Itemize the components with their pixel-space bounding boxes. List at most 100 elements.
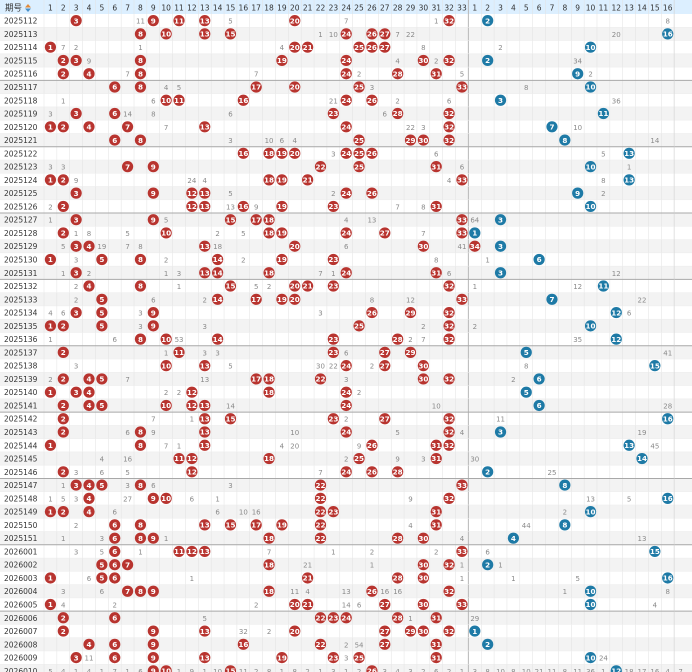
red-column-header: 5 [99, 4, 104, 13]
missing-count: 3 [344, 376, 348, 384]
red-ball [199, 200, 211, 213]
blue-column-header: 9 [575, 4, 580, 13]
red-ball-number: 13 [200, 268, 210, 277]
red-ball-number: 8 [138, 255, 143, 264]
red-ball-number: 20 [290, 83, 300, 92]
red-ball [289, 625, 301, 637]
period-label: 2025135 [4, 322, 38, 331]
missing-count: 6 [151, 296, 156, 304]
blue-ball-number: 3 [498, 96, 503, 105]
blue-ball [559, 134, 571, 146]
missing-count: 10 [522, 668, 531, 672]
red-ball-number: 14 [213, 255, 223, 264]
missing-count: 1 [601, 668, 605, 672]
missing-count: 18 [213, 243, 222, 251]
red-ball [109, 519, 121, 531]
red-ball-number: 8 [138, 587, 143, 596]
red-ball-number: 31 [431, 268, 441, 277]
red-ball-number: 31 [431, 454, 441, 463]
red-ball [147, 638, 159, 650]
red-ball-number: 17 [251, 215, 261, 224]
red-ball-number: 24 [341, 229, 351, 238]
red-ball-number: 26 [367, 441, 377, 450]
red-ball [199, 651, 211, 664]
blue-ball [623, 147, 635, 159]
blue-ball-number: 6 [537, 255, 542, 264]
red-ball [134, 439, 147, 451]
missing-count: 3 [177, 270, 181, 278]
red-ball [443, 121, 455, 133]
red-ball-number: 30 [418, 56, 428, 65]
missing-count: 2 [74, 296, 78, 304]
red-ball [340, 54, 352, 67]
red-ball-number: 33 [457, 295, 467, 304]
missing-count: 7 [125, 376, 129, 384]
red-ball [443, 15, 455, 27]
blue-ball-number: 10 [586, 587, 596, 596]
missing-count: 5 [228, 18, 232, 26]
red-ball [109, 81, 121, 93]
missing-count: 6 [434, 150, 439, 158]
missing-count: 2 [267, 283, 271, 291]
missing-count: 3 [74, 548, 78, 556]
blue-ball [494, 214, 507, 226]
red-ball-number: 5 [99, 255, 104, 264]
red-ball-number: 5 [99, 308, 104, 317]
missing-count: 6 [447, 97, 452, 105]
red-ball [327, 333, 339, 345]
period-label: 2025144 [4, 441, 38, 450]
row-stripe [0, 345, 692, 360]
missing-count: 4 [61, 668, 66, 672]
missing-count: 8 [511, 668, 515, 672]
red-ball [456, 293, 468, 305]
red-ball [469, 240, 481, 252]
red-ball-number: 8 [138, 521, 143, 530]
missing-count: 8 [370, 296, 374, 304]
red-ball-number: 32 [444, 414, 454, 423]
red-ball [417, 598, 429, 611]
red-ball [289, 15, 301, 27]
missing-count: 5 [601, 150, 605, 158]
missing-count: 5 [48, 668, 52, 672]
red-ball [134, 426, 147, 438]
red-ball-number: 26 [367, 30, 377, 39]
missing-count: 8 [138, 243, 142, 251]
red-ball-number: 21 [303, 282, 313, 291]
missing-count: 5 [61, 243, 65, 251]
blue-ball-number: 7 [549, 122, 554, 131]
blue-ball-number: 12 [611, 667, 621, 672]
red-ball [224, 413, 237, 425]
missing-count: 4 [460, 429, 465, 437]
red-ball [44, 598, 57, 611]
period-label: 2025151 [4, 534, 38, 543]
missing-count: 2 [447, 668, 451, 672]
row-stripe [0, 504, 692, 519]
period-label: 2026001 [4, 547, 38, 556]
red-ball [57, 373, 69, 385]
blue-ball [662, 28, 674, 40]
missing-count: 16 [650, 668, 659, 672]
missing-count: 53 [175, 336, 184, 344]
red-ball [57, 466, 69, 478]
red-ball-number: 33 [457, 83, 467, 92]
missing-count: 5 [61, 495, 65, 503]
red-ball [44, 253, 57, 266]
red-ball [263, 147, 275, 159]
missing-count: 1 [61, 97, 65, 105]
missing-count: 41 [663, 349, 672, 357]
red-ball-number: 2 [61, 414, 66, 423]
red-ball [96, 293, 108, 305]
blue-ball [649, 360, 661, 372]
missing-count: 10 [496, 668, 505, 672]
red-ball [366, 665, 378, 672]
red-ball [392, 466, 404, 478]
red-ball-number: 19 [277, 56, 287, 65]
red-ball-number: 26 [367, 308, 377, 317]
missing-count: 64 [470, 217, 479, 225]
red-ball-number: 10 [161, 361, 171, 370]
red-ball [404, 134, 417, 146]
missing-count: 3 [383, 668, 387, 672]
red-ball [83, 68, 95, 80]
missing-count: 6 [215, 509, 220, 517]
missing-count: 5 [627, 495, 631, 503]
